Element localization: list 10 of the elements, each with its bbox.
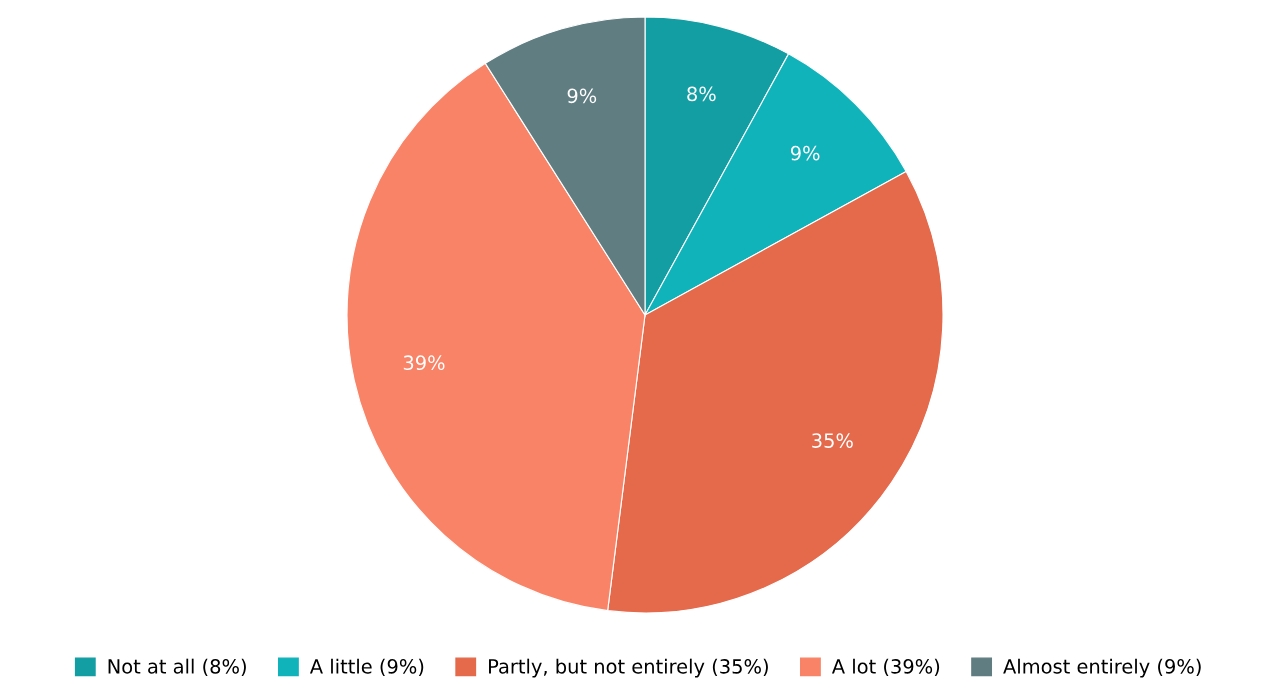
legend-label: A little (9%) [309, 658, 424, 677]
data-label: 8% [687, 86, 716, 102]
legend-label: A lot (39%) [831, 658, 940, 677]
data-label: 9% [567, 88, 597, 104]
legend-label: Partly, but not entirely (35%) [489, 658, 768, 678]
legend-label: Almost entirely (9%) [1003, 658, 1201, 678]
data-label: 35% [812, 433, 853, 448]
data-label: 9% [790, 145, 820, 161]
data-label: 39% [403, 355, 445, 371]
legend-label: Not at all (8%) [108, 658, 246, 677]
